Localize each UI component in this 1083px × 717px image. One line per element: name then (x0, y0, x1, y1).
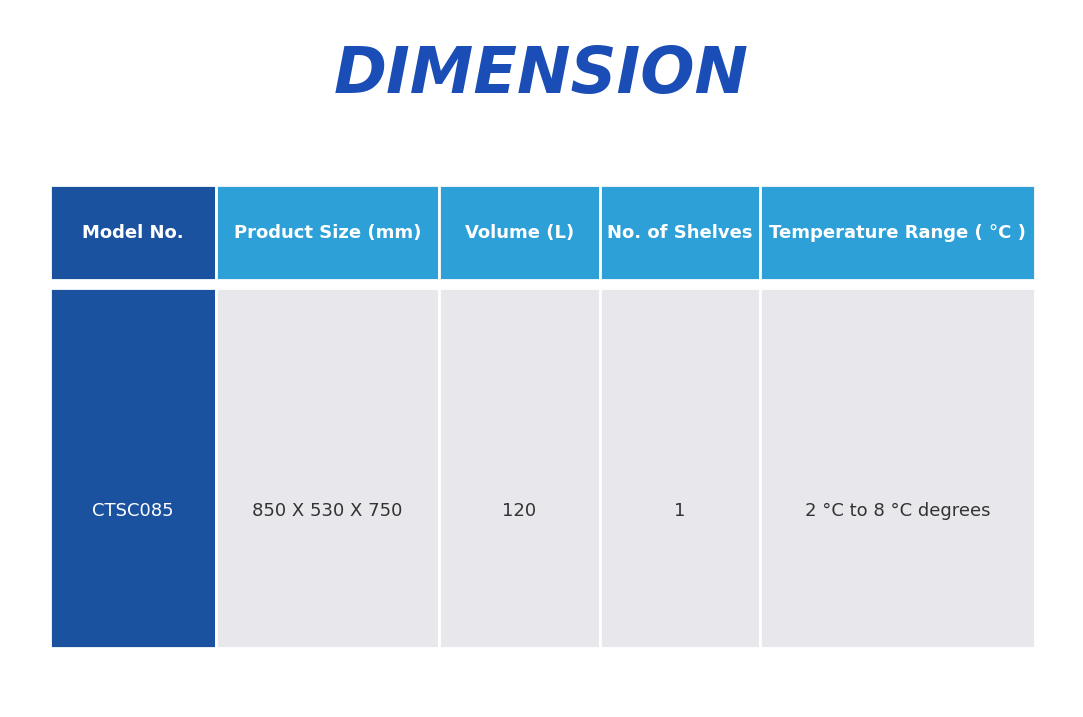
Bar (439, 185, 600, 280)
Text: Volume (L): Volume (L) (465, 224, 574, 242)
Bar (216, 185, 439, 280)
Text: 850 X 530 X 750: 850 X 530 X 750 (252, 502, 403, 521)
Text: Product Size (mm): Product Size (mm) (234, 224, 421, 242)
Bar (50, 185, 216, 280)
Bar (216, 288, 439, 648)
Text: No. of Shelves: No. of Shelves (608, 224, 753, 242)
Text: CTSC085: CTSC085 (92, 502, 173, 521)
Bar (760, 185, 1035, 280)
Bar (600, 185, 760, 280)
Text: DIMENSION: DIMENSION (334, 44, 749, 106)
Bar (439, 288, 600, 648)
Text: Temperature Range ( °C ): Temperature Range ( °C ) (769, 224, 1026, 242)
Text: Model No.: Model No. (82, 224, 184, 242)
Bar (50, 288, 216, 648)
Text: 2 °C to 8 °C degrees: 2 °C to 8 °C degrees (805, 502, 990, 521)
Bar (760, 288, 1035, 648)
Text: 120: 120 (503, 502, 536, 521)
Bar (600, 288, 760, 648)
Text: 1: 1 (675, 502, 686, 521)
